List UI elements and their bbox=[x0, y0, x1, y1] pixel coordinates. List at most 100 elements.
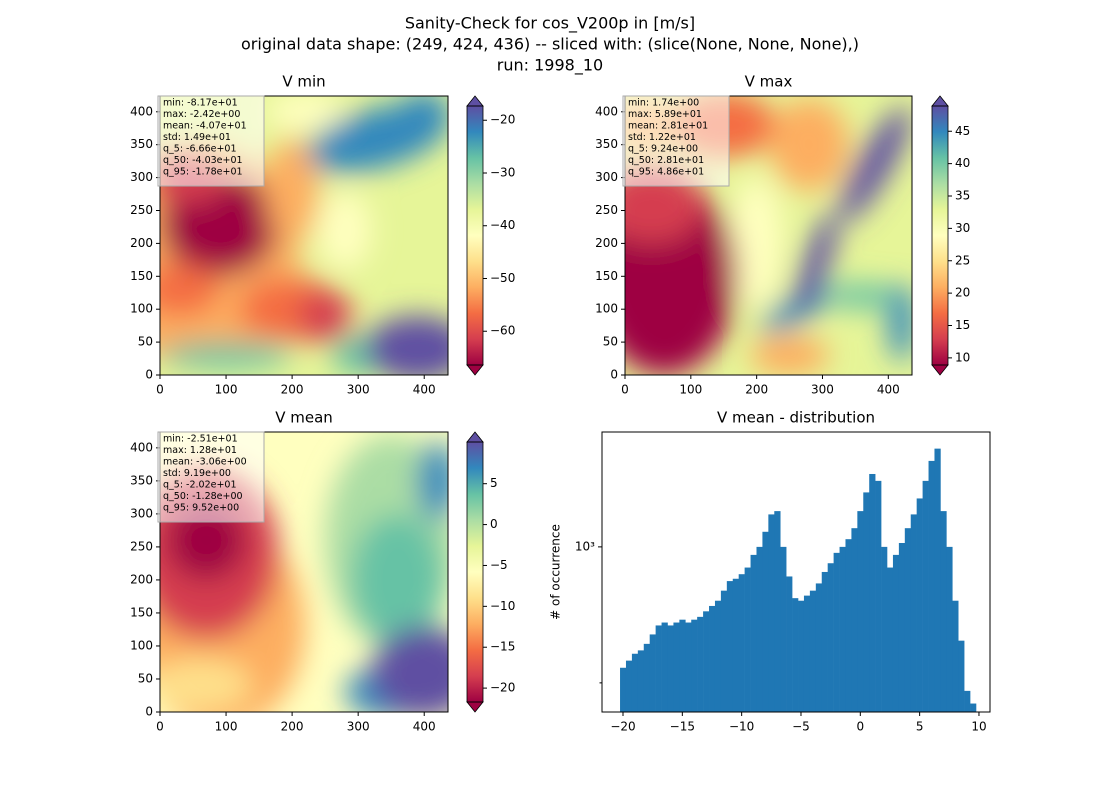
colorbar-tick-label: −20 bbox=[490, 681, 515, 695]
field-blob bbox=[160, 263, 220, 316]
hist-bar bbox=[697, 616, 704, 712]
x-tick-label: −15 bbox=[670, 720, 695, 734]
y-tick-label: 250 bbox=[130, 539, 153, 553]
colorbar-tick-label: −10 bbox=[490, 599, 515, 613]
hist-bar bbox=[827, 563, 834, 712]
field-blob bbox=[730, 177, 783, 310]
stats-line: q_95: 4.86e+01 bbox=[628, 167, 704, 178]
hist-bar bbox=[768, 514, 775, 712]
hist-bar bbox=[946, 546, 953, 712]
hist-bar bbox=[916, 498, 923, 712]
stats-line: mean: -3.06e+00 bbox=[163, 457, 247, 468]
x-tick-label: 300 bbox=[347, 720, 370, 734]
stats-line: q_95: -1.78e+01 bbox=[163, 167, 243, 178]
colorbar-tick-label: −15 bbox=[490, 640, 515, 654]
axes-frame bbox=[624, 95, 913, 376]
colorbar-tick-label: 5 bbox=[490, 476, 498, 490]
colorbar-tick-label: −5 bbox=[490, 558, 508, 572]
stats-line: min: -8.17e+01 bbox=[163, 98, 238, 109]
colorbar bbox=[467, 442, 483, 702]
stats-line: q_50: -4.03e+01 bbox=[163, 155, 243, 166]
stats-line: q_50: -1.28e+00 bbox=[163, 491, 243, 502]
hist-bar bbox=[667, 625, 674, 712]
field-blob bbox=[417, 441, 448, 521]
y-tick-label: 150 bbox=[130, 269, 153, 283]
field-blob bbox=[839, 106, 911, 223]
hist-bar bbox=[833, 552, 840, 712]
x-tick-label: −20 bbox=[610, 720, 635, 734]
x-tick-label: −10 bbox=[729, 720, 754, 734]
field-blob bbox=[351, 513, 445, 646]
axes-title: V mean - distribution bbox=[717, 409, 875, 427]
stats-box bbox=[157, 431, 265, 523]
y-tick-label: 10³ bbox=[575, 539, 595, 553]
hist-bar bbox=[910, 514, 917, 712]
axes-title: V max bbox=[745, 73, 793, 91]
y-tick-label: 350 bbox=[130, 473, 153, 487]
field-blob bbox=[364, 315, 448, 375]
x-tick-label: 400 bbox=[413, 383, 436, 397]
x-tick-label: −5 bbox=[792, 720, 810, 734]
field-blob bbox=[265, 96, 345, 132]
x-tick-label: 0 bbox=[156, 720, 164, 734]
hist-bar bbox=[780, 546, 787, 712]
stats-line: std: 1.49e+01 bbox=[163, 132, 231, 143]
hist-bar bbox=[756, 546, 763, 712]
x-tick-label: 300 bbox=[347, 383, 370, 397]
y-tick-label: 300 bbox=[130, 506, 153, 520]
y-tick-label: 50 bbox=[138, 671, 153, 685]
field-blob bbox=[265, 138, 319, 244]
x-tick-label: 5 bbox=[916, 720, 924, 734]
hist-bar bbox=[934, 448, 941, 712]
axes-title: V mean bbox=[275, 409, 333, 427]
hist-bar bbox=[815, 583, 823, 712]
field-blob bbox=[888, 282, 912, 362]
hist-bar bbox=[940, 511, 947, 712]
axes-frame bbox=[159, 431, 449, 713]
colorbar-tick-label: 15 bbox=[955, 318, 970, 332]
colorbar-tick-label: 30 bbox=[955, 221, 970, 235]
hist-bar bbox=[881, 546, 888, 712]
hist-bar bbox=[964, 690, 971, 712]
y-tick-label: 100 bbox=[595, 302, 618, 316]
hist-bar bbox=[898, 542, 906, 712]
y-tick-label: 150 bbox=[130, 605, 153, 619]
hist-bar bbox=[786, 576, 793, 712]
hist-bar bbox=[703, 611, 710, 712]
field-blob bbox=[750, 335, 830, 375]
hist-bar bbox=[685, 622, 692, 712]
x-tick-label: 300 bbox=[811, 383, 834, 397]
hist-bar bbox=[625, 660, 633, 712]
y-tick-label: 400 bbox=[595, 104, 618, 118]
stats-line: min: -2.51e+01 bbox=[163, 434, 238, 445]
hist-bar bbox=[679, 619, 686, 712]
axes-title: V min bbox=[282, 73, 325, 91]
hist-bar bbox=[809, 590, 817, 712]
colorbar-tick-label: 40 bbox=[955, 156, 970, 170]
field-blob bbox=[160, 342, 293, 369]
hist-bar bbox=[851, 528, 858, 712]
hist-bar bbox=[631, 653, 639, 712]
hist-bar bbox=[803, 595, 811, 712]
hist-bar bbox=[732, 578, 739, 712]
colorbar-tick-label: 45 bbox=[955, 124, 970, 138]
x-tick-label: 200 bbox=[281, 383, 304, 397]
stats-box bbox=[157, 95, 265, 187]
colorbar-frame bbox=[931, 105, 949, 366]
x-tick-label: 400 bbox=[877, 383, 900, 397]
y-axis-label: # of occurrence bbox=[549, 524, 563, 620]
axes-frame bbox=[601, 431, 991, 713]
field-blob bbox=[794, 213, 838, 313]
y-tick-label: 100 bbox=[130, 302, 153, 316]
y-tick-label: 200 bbox=[595, 236, 618, 250]
y-tick-label: 350 bbox=[130, 137, 153, 151]
colorbar-tick-label: −60 bbox=[490, 324, 515, 338]
y-tick-label: 200 bbox=[130, 236, 153, 250]
hist-bar bbox=[637, 650, 645, 712]
hist-bar bbox=[887, 567, 894, 712]
colorbar-tick-label: −30 bbox=[490, 165, 515, 179]
hist-bar bbox=[821, 571, 828, 712]
stats-line: mean: -4.07e+01 bbox=[163, 121, 247, 132]
y-tick-label: 400 bbox=[130, 104, 153, 118]
stats-line: q_5: -6.66e+01 bbox=[163, 144, 237, 155]
